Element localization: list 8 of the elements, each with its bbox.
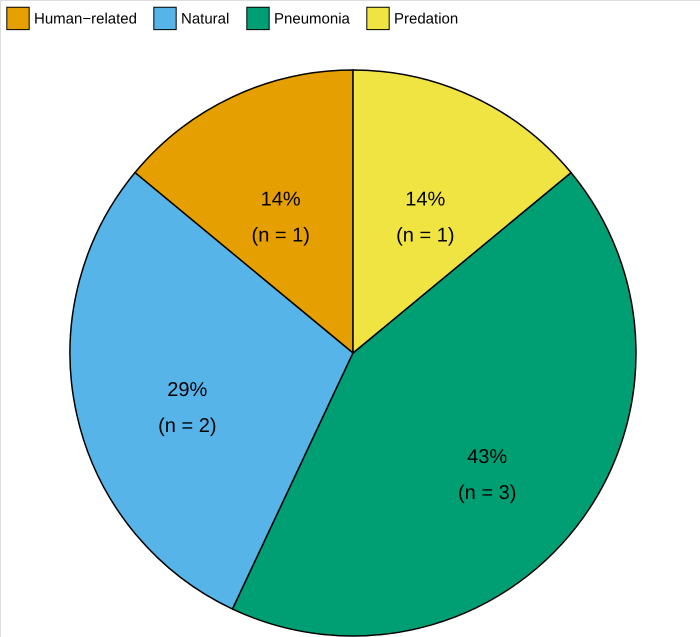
legend-label: Natural xyxy=(181,10,230,28)
data-label: 43% (n = 3) xyxy=(458,446,516,504)
legend-label: Predation xyxy=(394,10,458,28)
legend-label: Pneumonia xyxy=(274,10,351,28)
data-label: 14% (n = 1) xyxy=(396,188,454,246)
data-label: 14% (n = 1) xyxy=(252,188,310,246)
legend-label: Human−related xyxy=(34,10,137,28)
data-label: 29% (n = 2) xyxy=(158,379,216,438)
